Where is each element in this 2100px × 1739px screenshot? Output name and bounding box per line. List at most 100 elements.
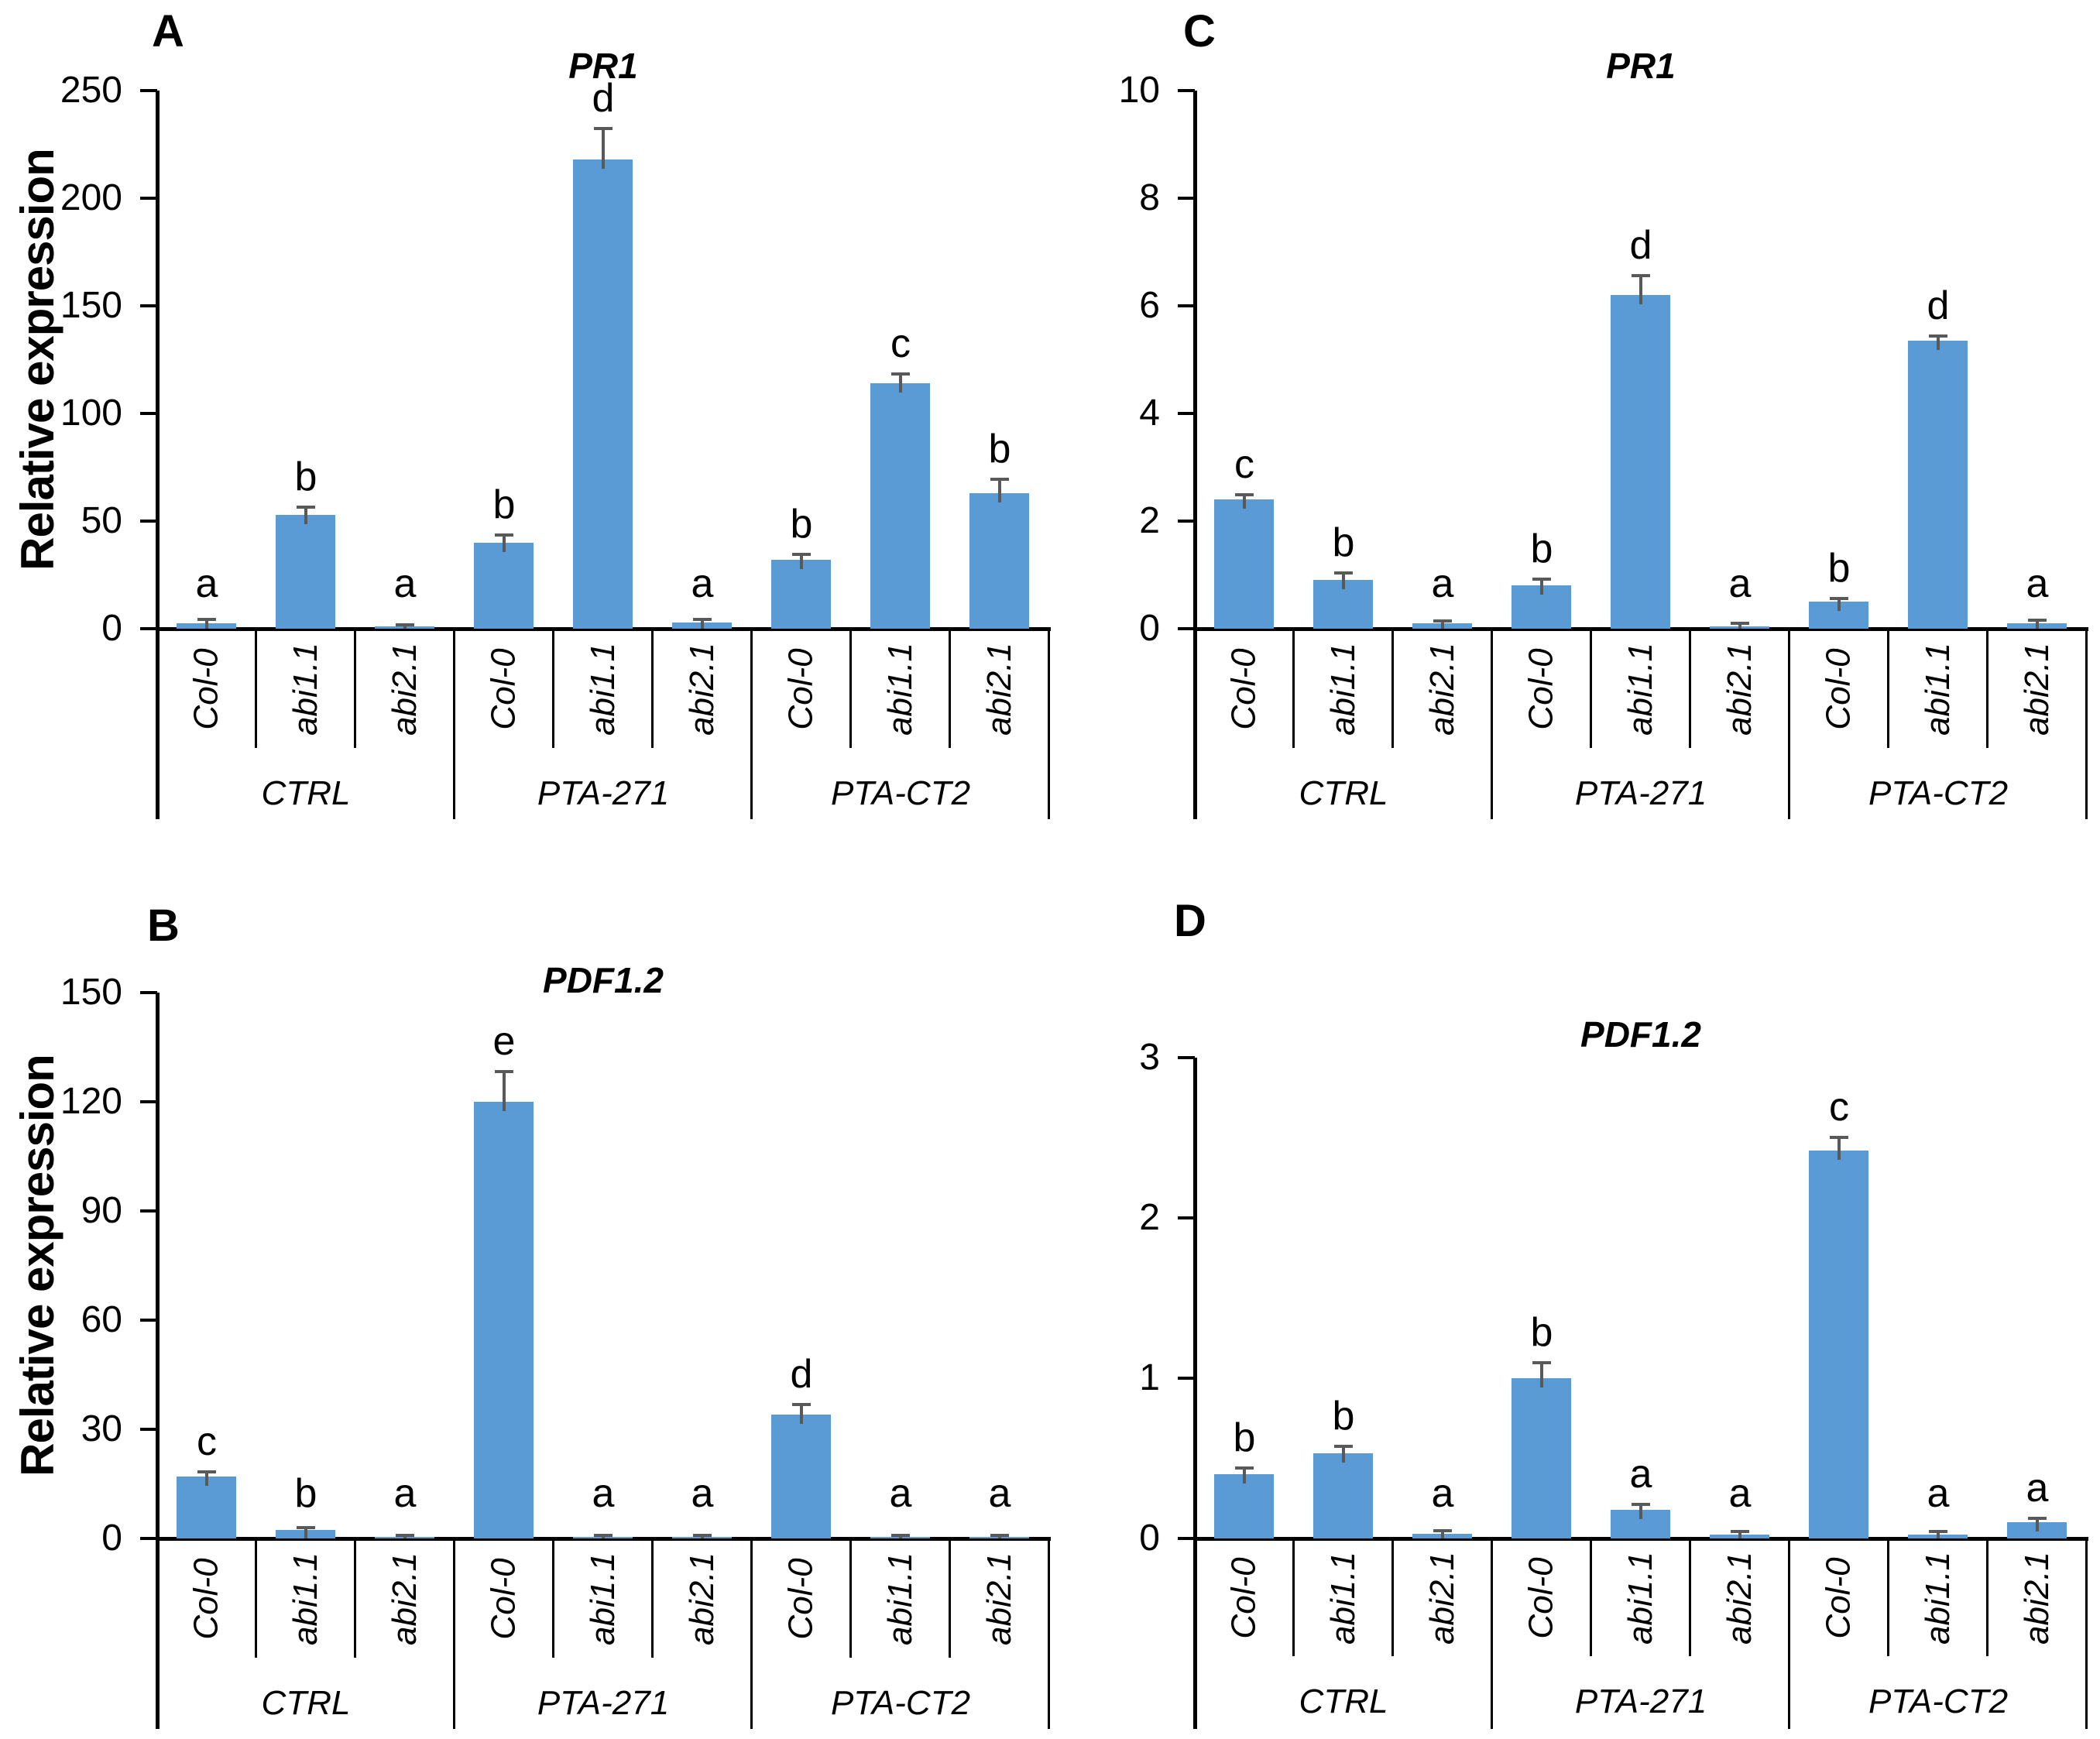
x-category-label: abi2.1 <box>1988 633 2087 745</box>
sig-letter: c <box>890 321 911 366</box>
sig-letter: b <box>1530 527 1553 572</box>
error-bar-whisker <box>997 1536 1001 1538</box>
y-tick-label: 1 <box>1139 1357 1160 1398</box>
group-separator <box>1048 1538 1050 1729</box>
x-category-text: Col-0 <box>782 1558 820 1640</box>
x-category-text: abi1.1 <box>1323 1552 1362 1645</box>
bar <box>474 542 534 629</box>
y-axis-line <box>156 993 160 1729</box>
error-bar-cap <box>692 617 712 621</box>
group-label: PTA-271 <box>1574 1682 1707 1720</box>
x-category-label: Col-0 <box>455 1543 554 1655</box>
error-bar-whisker <box>304 508 307 524</box>
x-category-label: Col-0 <box>1789 1543 1889 1653</box>
y-axis-line <box>156 91 160 819</box>
x-category-label: abi1.1 <box>851 633 950 745</box>
panel-letter-d: D <box>1174 896 1206 946</box>
error-bar-cap <box>1234 492 1254 496</box>
x-category-label: Col-0 <box>1492 1543 1591 1653</box>
y-tick <box>140 412 157 415</box>
y-tick-label: 0 <box>1139 608 1160 649</box>
y-tick <box>1178 89 1195 92</box>
error-bar-cap <box>197 1470 216 1474</box>
category-separator <box>651 629 654 748</box>
group-separator <box>1491 1538 1493 1729</box>
error-bar-whisker <box>898 1536 902 1538</box>
group-label: CTRL <box>1299 774 1388 812</box>
sig-letter: a <box>2026 1466 2049 1511</box>
y-tick <box>1178 1056 1195 1059</box>
bar <box>1214 499 1274 629</box>
x-category-text: Col-0 <box>485 648 523 730</box>
error-bar-cap <box>395 623 414 626</box>
error-bar-cap <box>1928 334 1947 338</box>
error-bar-cap <box>890 372 910 376</box>
x-category-text: abi1.1 <box>1621 643 1659 736</box>
sig-letter: b <box>1827 545 1851 591</box>
group-label: PTA-CT2 <box>1868 774 2009 812</box>
error-bar-whisker <box>1440 1531 1444 1538</box>
sig-letter: b <box>1530 1310 1553 1356</box>
group-separator <box>750 1538 753 1729</box>
sig-letter: d <box>790 1352 813 1398</box>
error-bar-cap <box>1928 1530 1947 1534</box>
y-tick-label: 60 <box>81 1299 122 1340</box>
x-category-label: abi2.1 <box>1393 1543 1492 1653</box>
y-tick <box>140 197 157 200</box>
x-category-text: Col-0 <box>1225 1557 1263 1639</box>
y-tick-label: 90 <box>81 1190 122 1231</box>
panel-letter-c: C <box>1183 6 1216 57</box>
plot-area-d: 0 1 2 3 b Col-0 b abi1.1 a abi2.1 b Col-0 a abi1.1 a ab… <box>1050 870 2100 1739</box>
category-separator <box>1292 1538 1295 1656</box>
x-category-text: abi1.1 <box>1323 643 1362 736</box>
y-tick-label: 2 <box>1139 500 1160 541</box>
y-tick <box>1178 1377 1195 1380</box>
group-separator <box>2085 629 2088 819</box>
y-tick <box>1178 520 1195 523</box>
sig-letter: b <box>988 427 1011 472</box>
error-bar-cap <box>1333 1445 1353 1448</box>
error-bar-cap <box>197 617 216 621</box>
x-category-label: abi1.1 <box>1889 633 1988 745</box>
y-axis-line <box>1193 1058 1197 1729</box>
error-bar-whisker <box>502 536 506 552</box>
error-bar-cap <box>890 1534 910 1538</box>
error-bar-whisker <box>304 1528 307 1538</box>
x-category-label: abi2.1 <box>653 1543 752 1655</box>
panel-d: D PDF1.2 0 1 2 3 b Col-0 b abi1.1 a abi2.1 b Col-0 a… <box>1050 870 2100 1739</box>
error-bar-cap <box>1333 571 1353 575</box>
group-separator <box>750 629 753 819</box>
error-bar-cap <box>296 1526 315 1530</box>
x-category-text: Col-0 <box>187 648 225 730</box>
x-category-label: abi1.1 <box>1889 1543 1988 1653</box>
group-separator <box>1788 1538 1790 1729</box>
x-category-text: Col-0 <box>187 1558 225 1640</box>
category-separator <box>1986 629 1988 748</box>
category-separator <box>552 629 554 748</box>
plot-area-a: 0 50 100 150 200 250 a Col-0 b abi1.1 a abi2.1 b Col-… <box>0 0 1051 870</box>
sig-letter: b <box>790 502 813 547</box>
sig-letter: b <box>1332 1394 1355 1439</box>
y-tick-label: 0 <box>1139 1518 1160 1559</box>
x-category-label: abi1.1 <box>554 633 653 745</box>
error-bar-whisker <box>2035 621 2039 629</box>
error-bar-whisker <box>799 555 803 570</box>
sig-letter: d <box>1927 283 1950 328</box>
category-separator <box>1689 629 1691 748</box>
x-category-text: abi2.1 <box>980 643 1018 736</box>
y-tick <box>140 1209 157 1212</box>
x-category-text: abi1.1 <box>1918 643 1957 736</box>
x-category-label: abi2.1 <box>1690 633 1789 745</box>
y-tick <box>1178 1216 1195 1219</box>
category-separator <box>1292 629 1295 748</box>
x-category-text: abi1.1 <box>286 1552 324 1645</box>
y-tick <box>1178 304 1195 307</box>
x-category-label: abi2.1 <box>355 633 455 745</box>
x-category-text: Col-0 <box>1225 648 1263 730</box>
x-category-text: abi2.1 <box>2017 1552 2056 1645</box>
error-bar-cap <box>593 127 612 131</box>
panel-b: B PDF1.2 Relative expression 0 30 60 90 120 1… <box>0 870 1051 1739</box>
plot-area-c: 0 2 4 6 8 10 c Col-0 b abi1.1 a abi2.1 b Col-0 d abi1.1… <box>1050 0 2100 870</box>
category-separator <box>1986 1538 1988 1656</box>
group-label: PTA-271 <box>537 774 670 812</box>
